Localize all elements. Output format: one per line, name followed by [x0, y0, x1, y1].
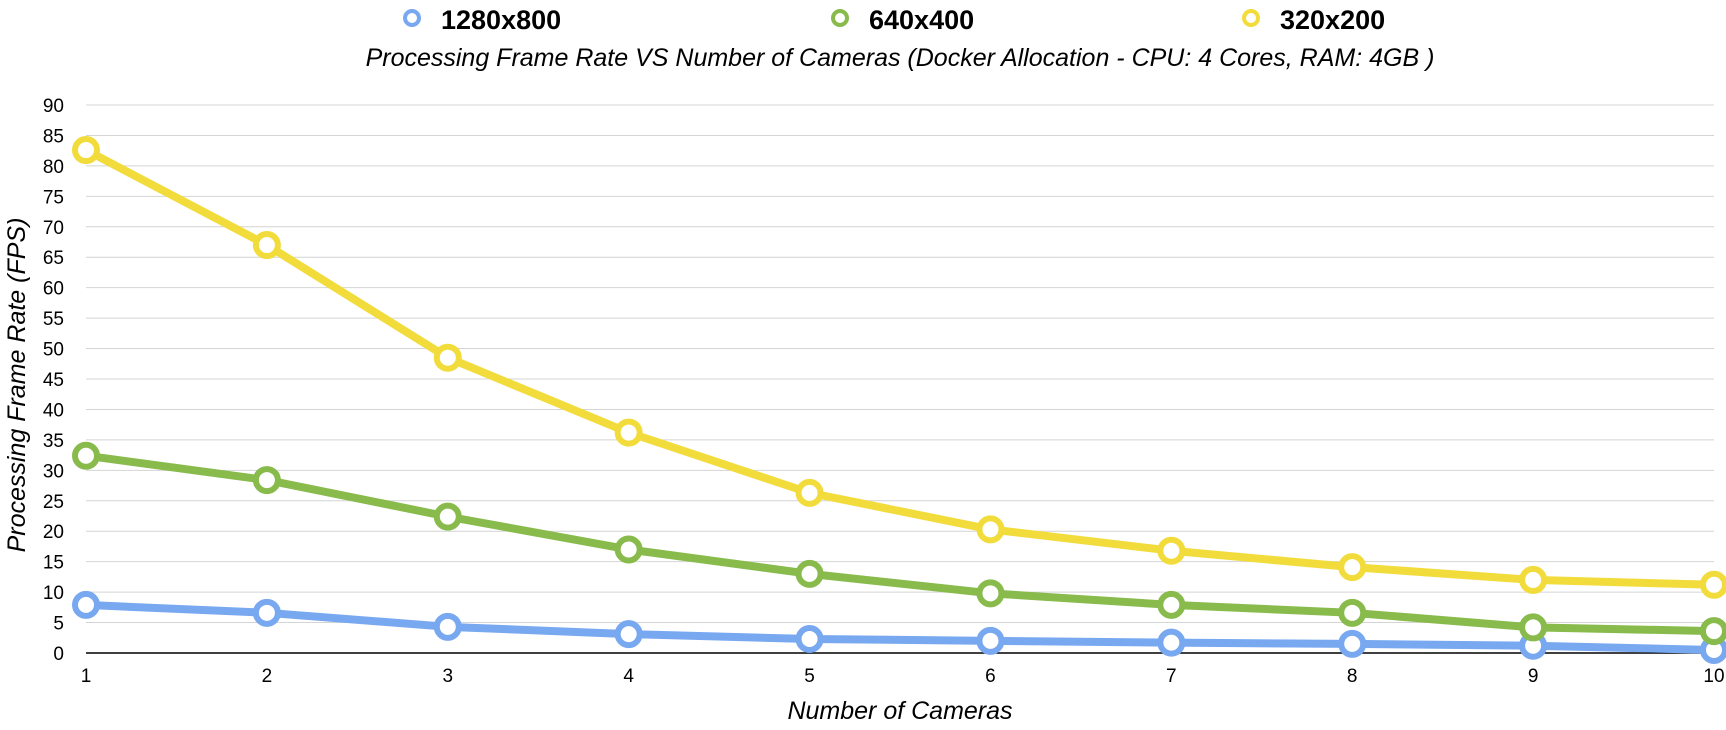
legend: 1280x800 640x400 320x200 — [403, 5, 1385, 35]
y-tick-label: 85 — [43, 126, 64, 147]
data-point — [1338, 598, 1367, 627]
legend-label: 1280x800 — [441, 5, 561, 35]
x-tick-label: 7 — [1166, 666, 1177, 687]
y-tick-label: 20 — [43, 522, 64, 543]
grid-lines — [86, 104, 1714, 624]
series-line — [82, 451, 1718, 636]
y-tick-label: 10 — [43, 583, 64, 604]
data-point — [614, 418, 643, 447]
legend-label: 640x400 — [869, 5, 974, 35]
y-tick-label: 25 — [43, 492, 64, 513]
legend-item: 640x400 — [831, 5, 974, 35]
y-axis-label: Processing Frame Rate (FPS) — [3, 218, 31, 553]
data-point — [252, 466, 281, 495]
data-point — [976, 626, 1005, 655]
chart-title: Processing Frame Rate VS Number of Camer… — [366, 44, 1435, 72]
y-tick-label: 50 — [43, 340, 64, 361]
x-tick-label: 6 — [985, 666, 996, 687]
series-320x200 — [72, 136, 1726, 599]
data-point — [252, 231, 281, 260]
data-point — [1157, 590, 1186, 619]
series-line — [82, 600, 1718, 654]
y-tick-label: 60 — [43, 279, 64, 300]
x-tick-label: 10 — [1703, 666, 1724, 687]
y-tick-label: 5 — [53, 614, 64, 635]
y-tick-label: 15 — [43, 553, 64, 574]
y-tick-label: 35 — [43, 431, 64, 452]
data-point — [433, 502, 462, 531]
y-tick-label: 75 — [43, 187, 64, 208]
data-point — [1700, 570, 1726, 599]
data-point — [1157, 628, 1186, 657]
data-point — [72, 136, 100, 165]
y-tick-label: 65 — [43, 248, 64, 269]
x-tick-label: 1 — [81, 666, 92, 687]
x-tick-label: 9 — [1528, 666, 1539, 687]
data-point — [795, 624, 824, 653]
y-tick-label: 55 — [43, 309, 64, 330]
data-point — [1338, 553, 1367, 582]
y-tick-label: 90 — [43, 96, 64, 117]
data-point — [614, 535, 643, 564]
legend-marker — [1242, 9, 1260, 27]
x-axis-label: Number of Cameras — [787, 697, 1012, 725]
data-point — [252, 598, 281, 627]
y-tick-label: 0 — [53, 644, 64, 665]
legend-label: 320x200 — [1280, 5, 1385, 35]
data-point — [433, 343, 462, 372]
y-tick-label: 30 — [43, 461, 64, 482]
data-point — [433, 612, 462, 641]
data-point — [1519, 565, 1548, 594]
x-tick-label: 8 — [1347, 666, 1358, 687]
x-tick-label: 5 — [804, 666, 815, 687]
data-point — [976, 515, 1005, 544]
series-1280x800 — [72, 590, 1726, 664]
data-point — [1338, 629, 1367, 658]
data-point — [1700, 617, 1726, 646]
series-layer — [72, 136, 1726, 664]
data-point — [976, 579, 1005, 608]
legend-marker — [403, 9, 421, 27]
data-point — [1519, 613, 1548, 642]
legend-item: 1280x800 — [403, 5, 561, 35]
data-point — [72, 590, 100, 619]
data-point — [1157, 536, 1186, 565]
data-point — [795, 478, 824, 507]
y-tick-label: 45 — [43, 370, 64, 391]
data-point — [795, 559, 824, 588]
y-tick-label: 80 — [43, 157, 64, 178]
data-point — [72, 441, 100, 470]
legend-item: 320x200 — [1242, 5, 1385, 35]
y-axis-ticks: 0 5 10 15 20 25 30 35 40 45 50 55 60 65 70 75 80 85 90 — [43, 96, 64, 665]
x-axis-ticks: 1 2 3 4 5 6 7 8 9 10 — [81, 666, 1725, 687]
x-tick-label: 2 — [262, 666, 273, 687]
x-tick-label: 4 — [623, 666, 634, 687]
legend-marker — [831, 9, 849, 27]
y-tick-label: 40 — [43, 400, 64, 421]
data-point — [614, 620, 643, 649]
x-tick-label: 3 — [442, 666, 453, 687]
y-tick-label: 70 — [43, 218, 64, 239]
series-line — [82, 146, 1718, 589]
series-640x400 — [72, 441, 1726, 646]
